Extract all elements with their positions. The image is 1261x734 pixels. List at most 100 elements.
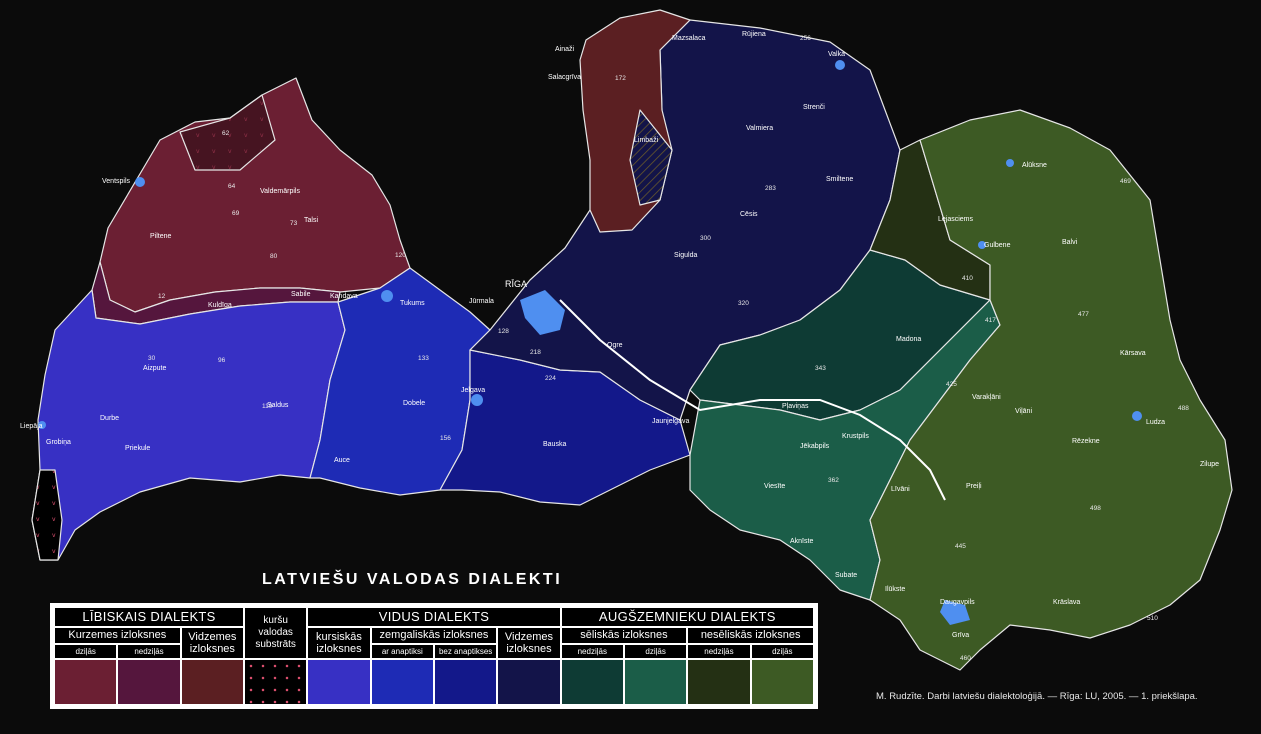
city-valmiera: Valmiera: [746, 125, 773, 132]
source-citation: M. Rudzīte. Darbi latviešu dialektoloģij…: [876, 691, 1198, 702]
swatch-vidus-zemgaliskas-bez: [432, 658, 499, 706]
region-number: 120: [395, 252, 406, 259]
legend-augszemnieku-header: AUGŠZEMNIEKU DIALEKTS: [559, 606, 816, 628]
region-number: 30: [148, 355, 156, 362]
city-sabile: Sabile: [291, 291, 311, 298]
legend-vidus-header: VIDUS DIALEKTS: [306, 606, 562, 628]
city-mazsalaca: Mazsalaca: [672, 35, 706, 42]
city-lejasciems: Lejasciems: [938, 216, 974, 223]
city-ogre: Ogre: [607, 342, 623, 349]
city-livani: Līvāni: [891, 486, 910, 493]
city-jurmala: Jūrmala: [469, 298, 494, 305]
region-number: 445: [955, 543, 966, 550]
city-krustpils: Krustpils: [842, 433, 869, 440]
region-number: 320: [738, 300, 749, 307]
city-daugavpils: Daugavpils: [940, 599, 975, 606]
legend-dzilas-2: dziļās: [622, 643, 689, 661]
city-plavinas: Pļaviņas: [782, 403, 809, 410]
legend-kursu-label: kuršu valodas substrāts: [242, 605, 309, 661]
legend-nedzilas-2: nedziļās: [559, 643, 625, 661]
city-vilani: Viļāni: [1015, 408, 1032, 415]
city-sigulda: Sigulda: [674, 252, 697, 259]
city-bauska: Bauska: [543, 441, 566, 448]
region-number: 133: [418, 355, 429, 362]
legend-libiskais-header: LĪBISKAIS DIALEKTS: [53, 606, 245, 628]
city-akniste: Aknīste: [790, 538, 813, 545]
city-labels: Ventspils Piltene Valdemārpils Talsi Sab…: [20, 31, 1219, 639]
city-strenci: Strenči: [803, 104, 825, 111]
legend-neseliskas-label: nesēliskās izloksnes: [686, 625, 815, 646]
city-saldus: Saldus: [267, 402, 289, 409]
city-priekule: Priekule: [125, 445, 150, 452]
region-number: 469: [1120, 178, 1131, 185]
swatch-neseliskas-dzilas: [749, 658, 816, 706]
city-rezekne: Rēzekne: [1072, 438, 1100, 445]
region-number: 73: [290, 220, 298, 227]
city-kandava: Kandava: [330, 293, 358, 300]
region-number: 488: [1178, 405, 1189, 412]
region-number: 12: [158, 293, 166, 300]
swatch-kursu-substrats: [242, 658, 309, 706]
region-number: 510: [1147, 615, 1158, 622]
city-kuldiga: Kuldīga: [208, 302, 232, 309]
city-madona: Madona: [896, 336, 921, 343]
region-neseliskas-dzilas: [869, 109, 1233, 671]
city-smiltene: Smiltene: [826, 176, 853, 183]
city-salacgriva: Salacgrīva: [548, 74, 581, 81]
legend-dzilas-1: dziļās: [52, 643, 119, 661]
city-auce: Auce: [334, 457, 350, 464]
swatch-neseliskas-nedzilas: [686, 658, 752, 706]
city-rujiena: Rūjiena: [742, 31, 766, 38]
city-varaklani: Varakļāni: [972, 394, 1001, 401]
city-gulbene: Gulbene: [984, 242, 1011, 249]
legend-vidzemes-izloksnes-label: Vidzemes izloksnes: [179, 625, 245, 661]
city-griva: Grīva: [952, 632, 969, 639]
city-talsi: Talsi: [304, 217, 318, 224]
city-ventspils: Ventspils: [102, 178, 131, 185]
region-number: 110: [262, 403, 273, 410]
city-zilupe: Zilupe: [1200, 461, 1219, 468]
city-valka: Valka: [828, 51, 845, 58]
city-piltene: Piltene: [150, 233, 172, 240]
swatch-vidus-vidzemes: [496, 658, 562, 706]
region-kursu-substrats: [31, 469, 63, 561]
city-jekabpils: Jēkabpils: [800, 443, 830, 450]
lake-daugavpils: [940, 600, 970, 625]
region-number: 64: [228, 183, 236, 190]
swatch-seliskas-nedzilas: [559, 658, 625, 706]
swatch-vidzemes-libiskais: [179, 658, 245, 706]
region-number: 96: [218, 357, 226, 364]
region-libiskais-stripes: [629, 109, 673, 206]
legend-ar-anaptiksi: ar anaptiksi: [369, 643, 435, 661]
city-ainazi: Ainaži: [555, 46, 575, 53]
city-ludza: Ludza: [1146, 419, 1165, 426]
city-jelgava: Jelgava: [461, 387, 485, 394]
riga-gulf-coast: [520, 290, 565, 335]
map-title: LATVIEŠU VALODAS DIALEKTI: [262, 571, 563, 588]
region-number: 69: [232, 210, 240, 217]
region-number: 224: [545, 375, 556, 382]
legend-dzilas-3: dziļās: [749, 643, 816, 661]
city-balvi: Balvi: [1062, 239, 1078, 246]
region-number: 300: [700, 235, 711, 242]
legend-bez-anaptikses: bez anaptikses: [432, 643, 499, 661]
swatch-kurzemes-dzilas: [52, 658, 119, 706]
city-jaunjelgava: Jaunjelgava: [652, 418, 689, 425]
legend-kurzemes-label: Kurzemes izloksnes: [53, 625, 182, 646]
city-cesis: Cēsis: [740, 211, 758, 218]
city-valdemarpils: Valdemārpils: [260, 188, 300, 195]
legend-nedzilas-3: nedziļās: [686, 643, 752, 661]
region-number: 460: [960, 655, 971, 662]
region-number: 417: [985, 317, 996, 324]
region-number: 256: [800, 35, 811, 42]
city-ilukste: Ilūkste: [885, 586, 905, 593]
region-number: 425: [946, 381, 957, 388]
region-number: 80: [270, 253, 278, 260]
city-subate: Subate: [835, 572, 857, 579]
swatch-seliskas-dzilas: [622, 658, 689, 706]
city-dobele: Dobele: [403, 400, 425, 407]
city-aizpute: Aizpute: [143, 365, 166, 372]
city-aluksne: Alūksne: [1022, 162, 1047, 169]
region-number: 128: [498, 328, 509, 335]
